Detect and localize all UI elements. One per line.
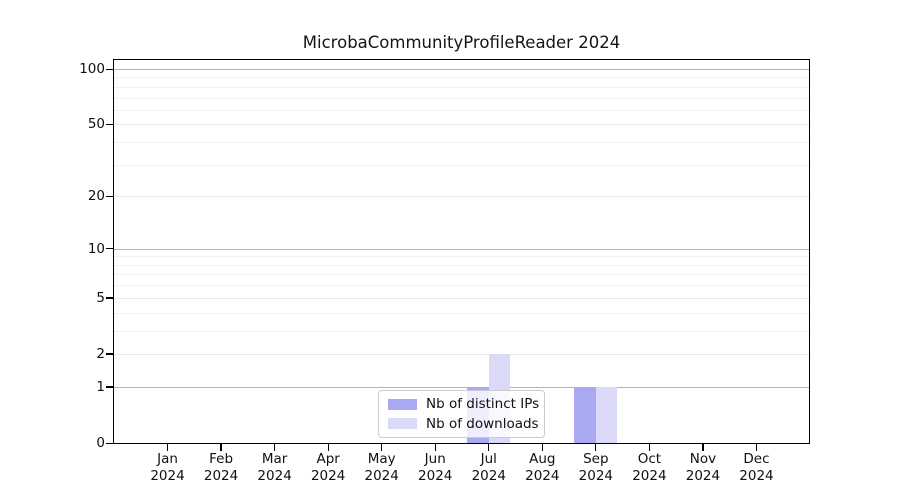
legend-swatch-distinct-ips <box>388 399 417 410</box>
x-tick-mark <box>541 444 543 451</box>
minor-gridline <box>114 256 809 258</box>
x-tick-mark <box>327 444 329 451</box>
minor-gridline <box>114 109 809 111</box>
x-tick-year: 2024 <box>257 468 292 484</box>
minor-gridline <box>114 97 809 99</box>
legend: Nb of distinct IPs Nb of downloads <box>378 390 545 438</box>
minor-gridline <box>114 274 809 276</box>
x-tick-mark <box>648 444 651 451</box>
legend-item-distinct-ips: Nb of distinct IPs <box>388 396 539 412</box>
x-tick-month: Aug <box>529 451 556 467</box>
x-tick-year: 2024 <box>364 468 399 484</box>
x-tick-label: Oct 2024 <box>609 451 689 485</box>
x-tick-label: Jun 2024 <box>395 451 475 485</box>
x-tick-label: Sep 2024 <box>556 451 636 485</box>
y-tick-mark <box>106 297 113 299</box>
x-tick-month: Dec <box>743 451 770 467</box>
x-tick-label: May 2024 <box>342 451 422 485</box>
x-tick-mark <box>220 444 222 451</box>
plot-area: Nb of distinct IPs Nb of downloads 0 1 2 5 1… <box>79 59 810 484</box>
y-tick-mark <box>106 442 113 444</box>
x-tick-month: May <box>367 451 396 467</box>
x-tick-mark <box>166 444 169 451</box>
x-tick-year: 2024 <box>685 468 721 484</box>
x-tick-year: 2024 <box>471 468 506 484</box>
x-tick-year: 2024 <box>739 468 774 484</box>
x-tick-mark <box>488 444 490 451</box>
tick-gridline <box>114 297 809 299</box>
tick-gridline <box>114 124 809 126</box>
y-tick-label: 0 <box>96 435 105 451</box>
tick-gridline <box>114 196 809 198</box>
y-tick-mark <box>106 353 113 355</box>
major-gridline <box>114 386 809 388</box>
y-tick-label: 100 <box>79 61 105 77</box>
legend-label-distinct-ips: Nb of distinct IPs <box>426 396 540 413</box>
x-tick-month: Jan <box>157 451 178 467</box>
legend-item-downloads: Nb of downloads <box>388 416 539 432</box>
x-tick-mark <box>273 444 276 451</box>
x-tick-label: Mar 2024 <box>235 451 315 485</box>
x-tick-year: 2024 <box>525 468 560 484</box>
legend-label-downloads: Nb of downloads <box>426 415 539 432</box>
minor-gridline <box>114 330 809 332</box>
x-tick-month: Jul <box>480 451 497 467</box>
y-tick-mark <box>106 123 113 126</box>
y-tick-label: 20 <box>87 188 105 205</box>
x-tick-label: Dec 2024 <box>716 451 796 485</box>
minor-gridline <box>114 285 809 287</box>
tick-gridline <box>114 353 809 355</box>
x-tick-month: Jun <box>424 451 446 467</box>
x-tick-label: Jan 2024 <box>128 451 208 485</box>
x-tick-year: 2024 <box>632 468 667 484</box>
x-tick-year: 2024 <box>578 468 614 484</box>
y-tick-mark <box>106 386 113 388</box>
x-tick-month: Sep <box>583 451 609 467</box>
x-tick-mark <box>755 444 758 451</box>
x-tick-year: 2024 <box>310 468 346 484</box>
minor-gridline <box>114 77 809 79</box>
x-tick-month: Nov <box>689 451 717 467</box>
y-tick-mark <box>106 248 113 250</box>
x-tick-month: Mar <box>261 451 288 467</box>
x-tick-label: Aug 2024 <box>502 451 582 485</box>
minor-gridline <box>114 264 809 266</box>
y-tick-mark <box>106 195 113 198</box>
major-gridline <box>114 248 809 250</box>
y-tick-label: 5 <box>96 289 105 306</box>
minor-gridline <box>114 164 809 166</box>
x-tick-mark <box>702 444 704 451</box>
x-tick-year: 2024 <box>418 468 453 484</box>
minor-gridline <box>114 86 809 88</box>
y-tick-label: 50 <box>87 116 105 133</box>
y-tick-mark <box>106 68 113 70</box>
x-tick-month: Oct <box>637 451 662 467</box>
chart-title: MicrobaCommunityProfileReader 2024 <box>302 33 621 52</box>
x-tick-month: Apr <box>316 451 340 467</box>
y-tick-label: 2 <box>96 345 105 362</box>
bar-downloads-sep <box>595 386 618 443</box>
x-tick-label: Feb 2024 <box>181 451 261 485</box>
x-tick-mark <box>434 444 436 451</box>
bar-distinct-ips-sep <box>574 386 596 443</box>
x-tick-label: Apr 2024 <box>288 451 368 485</box>
major-gridline <box>114 69 809 70</box>
x-tick-mark <box>595 444 597 451</box>
x-tick-label: Jul 2024 <box>449 451 529 485</box>
x-tick-year: 2024 <box>150 468 185 484</box>
x-tick-mark <box>381 444 383 451</box>
x-tick-year: 2024 <box>203 468 239 484</box>
x-tick-month: Feb <box>209 451 234 467</box>
legend-swatch-downloads <box>388 418 417 429</box>
y-tick-label: 10 <box>87 240 105 257</box>
y-tick-label: 1 <box>96 378 105 395</box>
minor-gridline <box>114 142 809 144</box>
minor-gridline <box>114 312 809 314</box>
x-tick-label: Nov 2024 <box>663 451 743 485</box>
